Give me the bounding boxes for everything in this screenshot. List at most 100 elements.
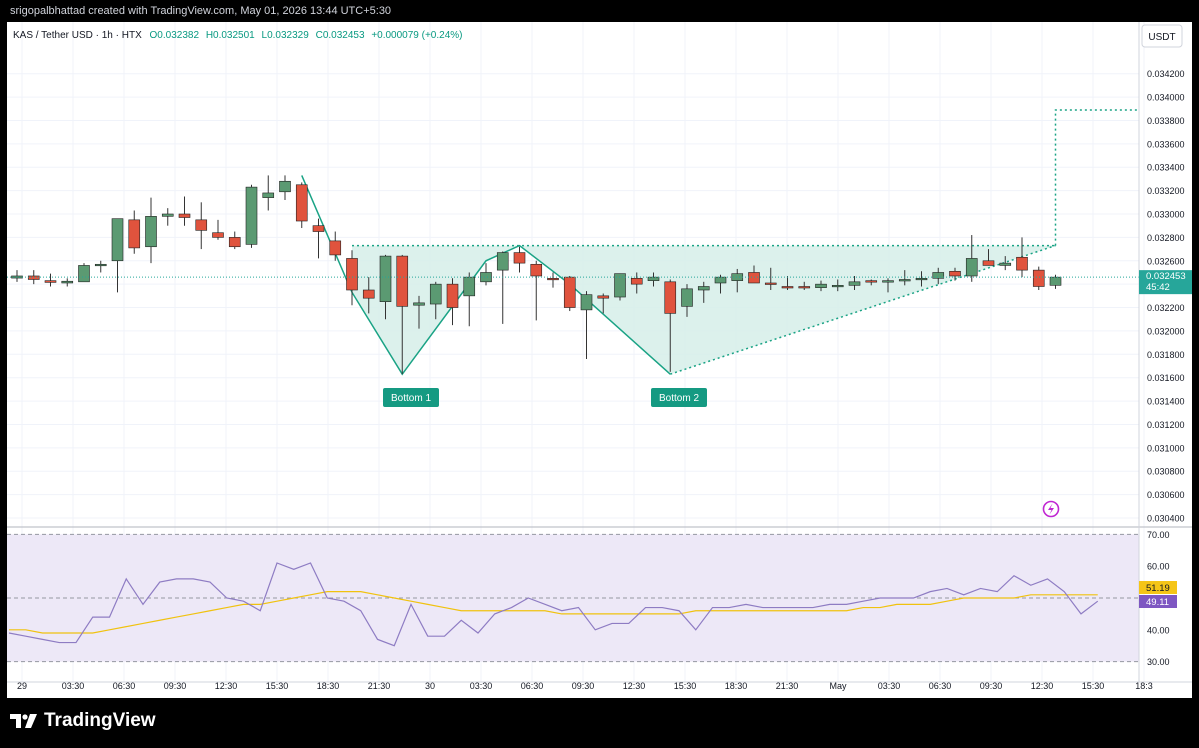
- chart-svg[interactable]: 0.034200 0.034000 0.033800 0.033600 0.033400…: [7, 22, 1192, 698]
- candle: [413, 295, 425, 329]
- candle-body: [362, 289, 375, 299]
- candle: [915, 271, 928, 287]
- price-tag: 0.032453 45:42: [1139, 270, 1192, 295]
- rsi-line: [8, 562, 1099, 647]
- candle: [597, 293, 610, 314]
- rsi-tick-label: 70.00: [1147, 530, 1170, 540]
- candle: [379, 254, 392, 320]
- time-tick-label: 06:30: [929, 681, 952, 691]
- candle-body: [597, 295, 610, 299]
- candle: [480, 263, 492, 286]
- candle: [831, 279, 844, 292]
- candle: [865, 279, 878, 286]
- currency-label: USDT: [1148, 32, 1175, 43]
- candle-body: [78, 265, 90, 283]
- candle-body: [697, 286, 710, 291]
- candle-body: [530, 263, 543, 277]
- time-tick-label: 06:30: [521, 681, 544, 691]
- candle-body: [915, 278, 928, 281]
- candle-body: [178, 213, 191, 218]
- chart-frame[interactable]: 0.034200 0.034000 0.033800 0.033600 0.033400…: [7, 22, 1192, 698]
- bottom-2-label: Bottom 2: [651, 388, 707, 407]
- price-tick-label: 0.034000: [1147, 93, 1185, 103]
- candle: [748, 265, 760, 284]
- price-tick-label: 0.033200: [1147, 186, 1185, 196]
- candle-body: [965, 258, 978, 277]
- candle-body: [346, 258, 358, 291]
- candle: [999, 256, 1012, 271]
- candle-body: [865, 280, 878, 283]
- candle-body: [396, 255, 409, 307]
- legend-low: L0.032329: [262, 30, 310, 41]
- candle: [647, 272, 660, 287]
- candle-body: [128, 219, 141, 249]
- tradingview-logo[interactable]: TradingView: [10, 710, 156, 732]
- candle-body: [547, 278, 559, 281]
- candle-body: [831, 285, 844, 288]
- candle: [563, 275, 576, 312]
- price-tick-label: 0.033800: [1147, 116, 1185, 126]
- candle: [346, 250, 358, 306]
- candle: [614, 273, 626, 301]
- candle-body: [949, 270, 961, 277]
- candle-body: [262, 192, 275, 198]
- candle: [161, 208, 174, 226]
- candle-body: [1049, 276, 1062, 286]
- candle: [1049, 274, 1062, 289]
- candle: [312, 218, 325, 259]
- rsi-ma-tag: 51.19: [1139, 581, 1177, 594]
- time-tick-label: 30: [425, 681, 435, 691]
- time-tick-label: 15:30: [674, 681, 697, 691]
- time-tick-label: 21:30: [368, 681, 391, 691]
- lightning-icon[interactable]: [1042, 500, 1060, 518]
- candle-body: [279, 180, 291, 193]
- candle-body: [815, 283, 827, 288]
- bottom-1-label: Bottom 1: [383, 388, 439, 407]
- time-tick-label: 09:30: [980, 681, 1003, 691]
- legend-change: +0.000079 (+0.24%): [371, 30, 462, 41]
- candle-body: [982, 260, 995, 266]
- candle-body: [145, 216, 157, 248]
- candle-body: [999, 262, 1012, 266]
- candle: [178, 196, 191, 226]
- candle: [781, 275, 794, 290]
- candle-body: [1032, 269, 1045, 287]
- legend-high: H0.032501: [206, 30, 255, 41]
- candle: [547, 272, 559, 288]
- rsi-band: [7, 534, 1139, 662]
- candle-body: [496, 252, 509, 271]
- candle: [815, 280, 827, 292]
- rsi-tag: 49.11: [1139, 595, 1177, 608]
- candle: [228, 231, 241, 250]
- rsi-ma-value: 51.19: [1146, 583, 1170, 594]
- price-tick-label: 0.032000: [1147, 326, 1185, 336]
- candle-body: [630, 278, 643, 285]
- candle: [295, 182, 308, 229]
- currency-button[interactable]: USDT: [1141, 24, 1183, 48]
- time-tick-label: May: [829, 681, 847, 691]
- candle-body: [513, 252, 526, 264]
- candle-body: [446, 283, 459, 308]
- attribution-bar: srigopalbhattad created with TradingView…: [0, 0, 1199, 22]
- time-tick-label: 03:30: [470, 681, 493, 691]
- price-tick-label: 0.033400: [1147, 163, 1185, 173]
- candle: [329, 231, 342, 261]
- price-tick-label: 0.032200: [1147, 303, 1185, 313]
- candle: [681, 284, 693, 317]
- price-tick-label: 0.032600: [1147, 256, 1185, 266]
- legend-open: O0.032382: [150, 30, 200, 41]
- candle-body: [44, 280, 57, 283]
- candle-body: [781, 286, 794, 289]
- candle: [714, 274, 727, 294]
- candle: [396, 254, 409, 375]
- candle-body: [429, 283, 442, 305]
- candle: [949, 267, 961, 281]
- candle-body: [932, 272, 945, 279]
- candle: [764, 267, 777, 290]
- candle: [128, 210, 141, 254]
- candle-body: [563, 276, 576, 308]
- candle-body: [379, 255, 392, 302]
- candle: [11, 270, 23, 282]
- price-tick-label: 0.031800: [1147, 350, 1185, 360]
- time-tick-label: 03:30: [878, 681, 901, 691]
